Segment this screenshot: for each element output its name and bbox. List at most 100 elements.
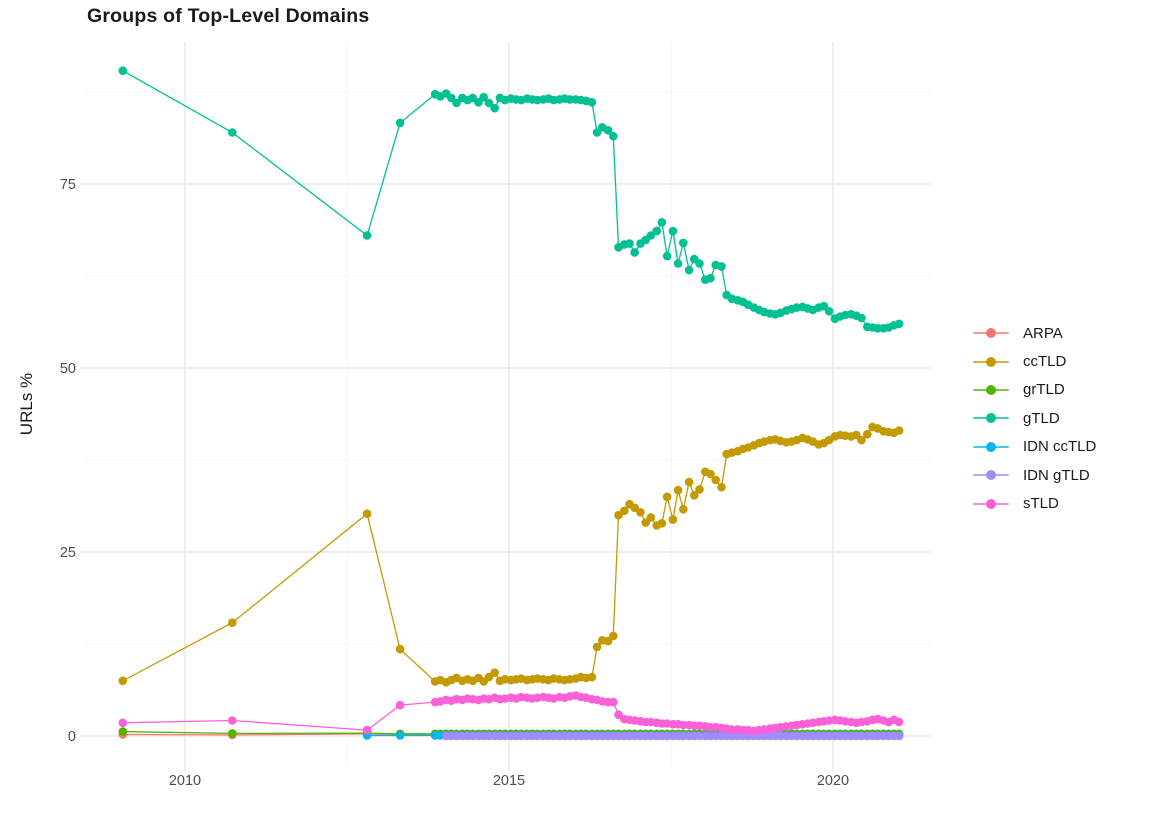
legend-label: gTLD bbox=[1023, 409, 1060, 427]
series-ccTLD bbox=[118, 422, 904, 687]
data-point bbox=[894, 426, 904, 435]
data-point bbox=[630, 248, 639, 257]
y-tick-label: 0 bbox=[68, 729, 76, 745]
data-point bbox=[118, 66, 128, 75]
data-point bbox=[228, 618, 237, 627]
data-point bbox=[484, 98, 494, 108]
data-point bbox=[479, 92, 489, 102]
data-point bbox=[228, 729, 237, 738]
legend: ARPA ccTLD grTLD gTLD IDN ccTLD IDN gTLD sTLD bbox=[973, 319, 1096, 518]
data-point bbox=[490, 668, 500, 677]
data-point bbox=[362, 725, 372, 735]
legend-item-sTLD: sTLD bbox=[973, 489, 1096, 517]
data-point bbox=[118, 718, 128, 728]
data-point bbox=[609, 131, 618, 141]
legend-marker-icon bbox=[973, 439, 1009, 455]
data-point bbox=[630, 503, 639, 513]
legend-item-IDN-ccTLD: IDN ccTLD bbox=[973, 433, 1096, 461]
y-tick-label: 75 bbox=[60, 177, 76, 193]
data-point bbox=[824, 307, 834, 316]
data-point bbox=[657, 519, 667, 528]
data-point bbox=[395, 731, 405, 740]
data-point bbox=[857, 313, 866, 323]
data-point bbox=[625, 239, 634, 248]
data-point bbox=[587, 98, 597, 107]
data-point bbox=[603, 636, 613, 646]
data-point bbox=[673, 259, 683, 268]
legend-marker-icon bbox=[973, 354, 1009, 370]
data-point bbox=[706, 469, 715, 479]
legend-label: IDN gTLD bbox=[1023, 466, 1090, 484]
legend-marker-icon bbox=[973, 325, 1009, 341]
data-point bbox=[894, 717, 904, 727]
data-point bbox=[452, 98, 461, 108]
data-point bbox=[662, 251, 672, 261]
data-point bbox=[684, 477, 694, 487]
data-point bbox=[395, 700, 405, 710]
data-point bbox=[587, 672, 597, 682]
data-point bbox=[652, 226, 661, 236]
x-tick-label: 2020 bbox=[817, 773, 849, 789]
data-point bbox=[679, 505, 688, 514]
data-point bbox=[490, 103, 500, 113]
panel-background bbox=[85, 42, 931, 766]
data-point bbox=[863, 429, 872, 439]
data-point bbox=[636, 508, 645, 517]
legend-label: ccTLD bbox=[1023, 353, 1067, 371]
y-axis-title: URLs % bbox=[17, 372, 36, 436]
legend-label: sTLD bbox=[1023, 495, 1059, 513]
data-point bbox=[662, 492, 672, 502]
legend-item-grTLD: grTLD bbox=[973, 376, 1096, 404]
data-point bbox=[668, 515, 678, 524]
legend-marker-icon bbox=[973, 496, 1009, 512]
data-point bbox=[592, 128, 602, 137]
data-point bbox=[228, 128, 237, 137]
data-point bbox=[717, 262, 726, 271]
y-tick-label: 25 bbox=[60, 545, 76, 561]
series-IDN-gTLD bbox=[441, 731, 904, 741]
legend-marker-icon bbox=[973, 467, 1009, 483]
x-tick-label: 2010 bbox=[169, 773, 201, 789]
data-point bbox=[717, 482, 726, 492]
data-point bbox=[706, 273, 715, 283]
series-gTLD bbox=[118, 66, 904, 333]
data-point bbox=[711, 475, 720, 485]
data-point bbox=[684, 265, 694, 275]
series-sTLD bbox=[118, 691, 904, 736]
chart-title: Groups of Top-Level Domains bbox=[87, 5, 370, 27]
data-point bbox=[620, 506, 629, 516]
data-point bbox=[695, 485, 704, 494]
legend-label: IDN ccTLD bbox=[1023, 438, 1097, 456]
data-point bbox=[668, 226, 678, 236]
data-point bbox=[657, 218, 667, 227]
data-point bbox=[118, 727, 128, 736]
data-point bbox=[609, 697, 618, 707]
legend-marker-icon bbox=[973, 382, 1009, 398]
legend-label: ARPA bbox=[1023, 324, 1063, 342]
legend-label: grTLD bbox=[1023, 381, 1065, 399]
data-point bbox=[894, 319, 904, 329]
data-point bbox=[603, 126, 613, 135]
y-tick-label: 50 bbox=[60, 361, 76, 377]
data-point bbox=[395, 644, 405, 654]
x-tick-label: 2015 bbox=[493, 773, 525, 789]
data-point bbox=[362, 231, 372, 240]
data-point bbox=[228, 716, 237, 725]
data-point bbox=[679, 238, 688, 248]
data-point bbox=[690, 491, 699, 500]
data-point bbox=[673, 485, 683, 495]
data-point bbox=[609, 631, 618, 641]
data-point bbox=[592, 642, 602, 652]
data-point bbox=[395, 118, 405, 128]
data-point bbox=[118, 676, 128, 686]
data-point bbox=[362, 509, 372, 518]
legend-item-ccTLD: ccTLD bbox=[973, 347, 1096, 375]
data-point bbox=[894, 731, 904, 741]
data-point bbox=[646, 513, 656, 522]
data-point bbox=[857, 435, 866, 445]
legend-item-gTLD: gTLD bbox=[973, 404, 1096, 432]
data-point bbox=[695, 259, 704, 268]
data-point bbox=[641, 518, 650, 527]
